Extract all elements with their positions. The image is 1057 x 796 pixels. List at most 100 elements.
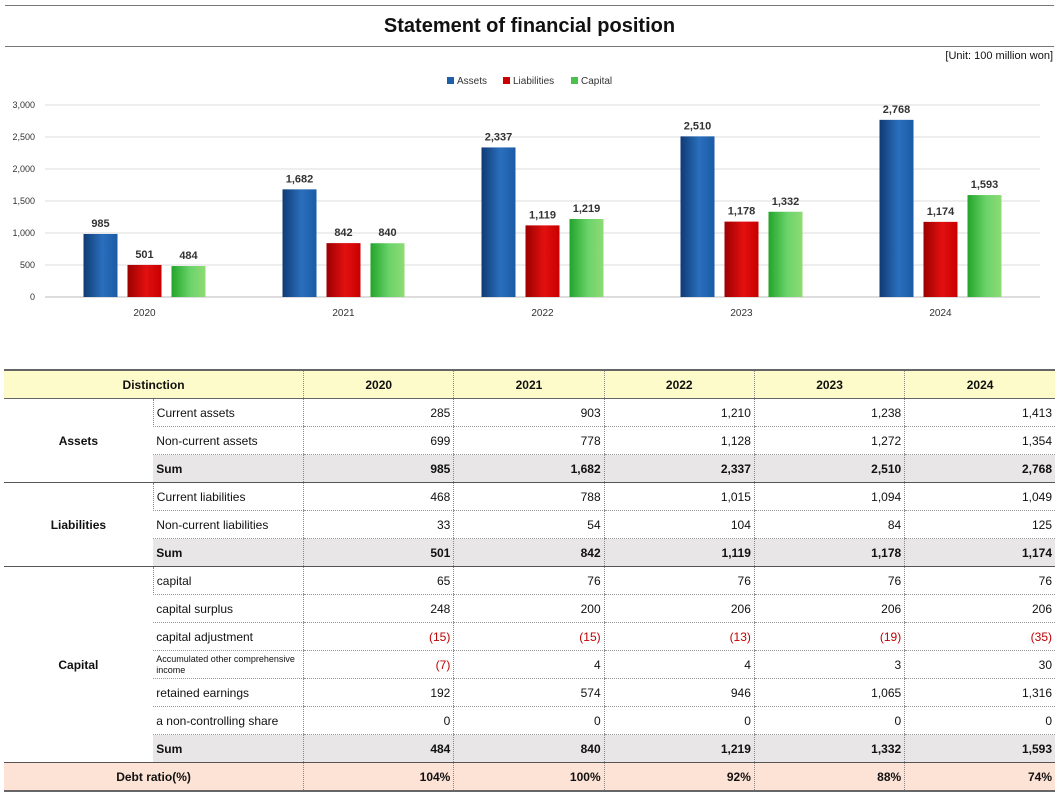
cell-value: 1,238 — [753, 398, 905, 427]
sum-value: 484 — [303, 734, 454, 763]
cell-value: 0 — [453, 706, 605, 735]
data-label: 2,337 — [485, 131, 513, 143]
cell-value: 1,049 — [904, 482, 1055, 511]
row-label: capital adjustment — [153, 622, 304, 651]
legend-label: Capital — [581, 76, 612, 87]
bar-assets — [680, 136, 715, 297]
y-tick-label: 2,500 — [12, 132, 35, 142]
debt-ratio-value: 104% — [303, 762, 454, 792]
debt-ratio-row: Debt ratio(%) 104% 100% 92% 88% 74% — [4, 762, 1055, 792]
cell-value: (19) — [753, 622, 905, 651]
cell-value: 1,128 — [603, 426, 755, 455]
data-label: 1,593 — [971, 179, 999, 191]
sum-value: 2,510 — [753, 454, 905, 483]
header-year: 2022 — [603, 369, 755, 399]
cell-value: (7) — [303, 650, 454, 679]
bar-capital — [171, 266, 206, 297]
sum-value: 1,682 — [453, 454, 605, 483]
row-label: retained earnings — [153, 678, 304, 707]
row-label: a non-controlling share — [153, 706, 304, 735]
sum-label: Sum — [153, 454, 304, 483]
data-label: 2,768 — [883, 104, 911, 116]
cell-value: 1,065 — [753, 678, 905, 707]
header-year: 2024 — [904, 369, 1055, 399]
sum-value: 501 — [303, 538, 454, 567]
bar-liabilities — [127, 264, 162, 297]
header-year: 2021 — [453, 369, 605, 399]
bar-liabilities — [326, 243, 361, 297]
cell-value: 248 — [303, 594, 454, 623]
sum-row: Sum 985 1,682 2,337 2,510 2,768 — [4, 454, 1055, 483]
legend-swatch — [503, 77, 510, 84]
sum-value: 842 — [453, 538, 605, 567]
cell-value: (15) — [303, 622, 454, 651]
cell-value: 30 — [904, 650, 1055, 679]
cell-value: 125 — [904, 510, 1055, 539]
bar-assets — [481, 147, 516, 297]
y-tick-label: 1,500 — [12, 196, 35, 206]
table-row: Accumulated other comprehensive income (7… — [4, 650, 1055, 679]
data-label: 1,174 — [927, 206, 955, 218]
header-year: 2023 — [753, 369, 905, 399]
group-label-liabilities: Liabilities — [4, 482, 154, 567]
bar-assets — [282, 189, 317, 297]
sum-value: 1,178 — [753, 538, 905, 567]
cell-value: 1,015 — [603, 482, 755, 511]
cell-value: 1,354 — [904, 426, 1055, 455]
cell-value: 76 — [603, 566, 755, 595]
cell-value: 3 — [753, 650, 905, 679]
group-label-capital: Capital — [4, 566, 154, 763]
row-label: capital surplus — [153, 594, 304, 623]
data-labels: 985 501 484 1,682 842 840 2,337 1,119 1,219 2,510… — [91, 104, 998, 262]
cell-value: 574 — [453, 678, 605, 707]
cell-value: 1,272 — [753, 426, 905, 455]
cell-value: 788 — [453, 482, 605, 511]
cell-value: 192 — [303, 678, 454, 707]
x-tick-label: 2021 — [332, 308, 355, 319]
row-label: Current liabilities — [152, 482, 304, 511]
sum-label: Sum — [153, 734, 304, 763]
cell-value: 1,413 — [904, 398, 1055, 427]
cell-value: 1,210 — [603, 398, 755, 427]
table-row: Non-current assets 699 778 1,128 1,272 1,354 — [4, 426, 1055, 455]
sum-value: 1,219 — [603, 734, 755, 763]
debt-ratio-value: 100% — [453, 762, 605, 792]
sum-value: 1,593 — [904, 734, 1055, 763]
header-distinction: Distinction — [4, 369, 304, 399]
row-label: capital — [152, 566, 304, 595]
cell-value: 54 — [453, 510, 605, 539]
data-label: 985 — [91, 218, 109, 230]
y-tick-label: 3,000 — [12, 100, 35, 110]
x-tick-label: 2020 — [133, 308, 156, 319]
cell-value: 946 — [603, 678, 755, 707]
cell-value: 4 — [453, 650, 605, 679]
data-label: 484 — [179, 250, 198, 262]
row-label: Non-current liabilities — [153, 510, 304, 539]
cell-value: 84 — [753, 510, 905, 539]
debt-ratio-value: 88% — [753, 762, 905, 792]
data-label: 1,119 — [529, 209, 556, 221]
sum-value: 840 — [453, 734, 605, 763]
data-label: 842 — [334, 227, 352, 239]
legend: Assets Liabilities Capital — [447, 76, 612, 87]
y-tick-label: 1,000 — [12, 228, 35, 238]
table-row: a non-controlling share 0 0 0 0 0 — [4, 706, 1055, 735]
table-header-row: Distinction 2020 2021 2022 2023 2024 — [4, 369, 1055, 399]
cell-value: 778 — [453, 426, 605, 455]
legend-label: Assets — [457, 76, 487, 87]
cell-value: 468 — [303, 482, 454, 511]
cell-value: 285 — [303, 398, 454, 427]
bar-capital — [370, 243, 405, 297]
cell-value: 76 — [904, 566, 1055, 595]
row-label: Non-current assets — [153, 426, 304, 455]
bar-liabilities — [923, 221, 958, 297]
cell-value: 200 — [453, 594, 605, 623]
cell-value: 33 — [303, 510, 454, 539]
cell-value: 0 — [904, 706, 1055, 735]
title-bar: Statement of financial position — [5, 5, 1054, 47]
y-tick-label: 0 — [30, 292, 35, 302]
bar-liabilities — [724, 221, 759, 297]
row-label: Accumulated other comprehensive income — [153, 650, 304, 679]
data-label: 2,510 — [684, 120, 712, 132]
cell-value: 76 — [453, 566, 605, 595]
